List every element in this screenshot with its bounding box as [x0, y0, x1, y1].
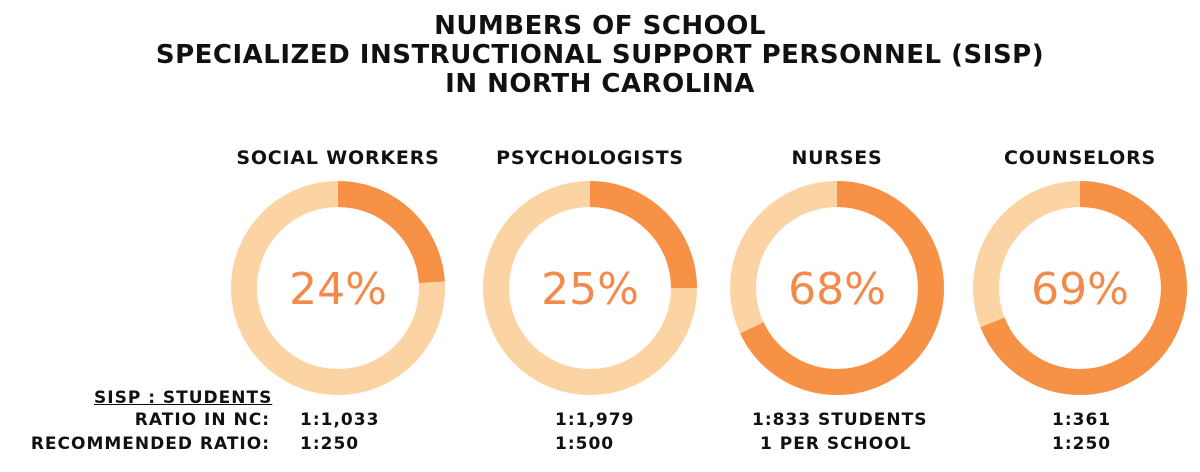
ratio-recommended-nurses: 1 PER SCHOOL: [760, 434, 912, 454]
ratio-recommended-social-workers: 1:250: [300, 434, 360, 454]
ratio-nc-nurses: 1:833 STUDENTS: [752, 410, 928, 430]
ratio-nc-counselors: 1:361: [1052, 410, 1112, 430]
percent-label-counselors: 69%: [1031, 264, 1129, 315]
title-line-3: IN NORTH CAROLINA: [445, 69, 755, 99]
footer-row1-label: RATIO IN NC:: [134, 410, 270, 430]
chart-title: NUMBERS OF SCHOOL SPECIALIZED INSTRUCTIO…: [0, 12, 1200, 99]
percent-label-nurses: 68%: [788, 264, 886, 315]
footer-header: SISP : STUDENTS: [94, 388, 273, 408]
ratio-footer: SISP : STUDENTS RATIO IN NC: RECOMMENDED…: [0, 388, 1200, 468]
donut-arc-counselors: [973, 181, 1187, 395]
title-line-2: SPECIALIZED INSTRUCTIONAL SUPPORT PERSON…: [155, 40, 1045, 70]
category-label-social-workers: SOCIAL WORKERS: [236, 147, 439, 169]
donut-arc-nurses: [730, 181, 944, 395]
category-label-nurses: NURSES: [791, 147, 882, 169]
category-label-psychologists: PSYCHOLOGISTS: [496, 147, 684, 169]
donut-arc-social-workers: [231, 181, 445, 395]
percent-label-psychologists: 25%: [541, 264, 639, 315]
ratio-nc-psychologists: 1:1,979: [555, 410, 635, 430]
ratio-nc-social-workers: 1:1,033: [300, 410, 380, 430]
percent-label-social-workers: 24%: [289, 264, 387, 315]
title-line-1: NUMBERS OF SCHOOL: [434, 11, 766, 41]
footer-row2-label: RECOMMENDED RATIO:: [30, 434, 270, 454]
category-label-counselors: COUNSELORS: [1004, 147, 1156, 169]
ratio-recommended-psychologists: 1:500: [555, 434, 615, 454]
donut-arc-psychologists: [483, 181, 697, 395]
ratio-recommended-counselors: 1:250: [1052, 434, 1112, 454]
